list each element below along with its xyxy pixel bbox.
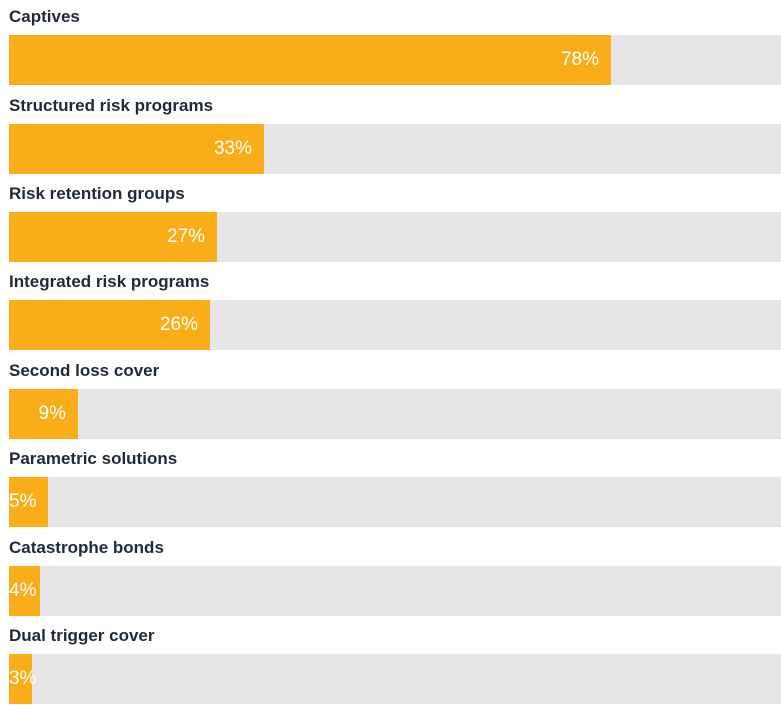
value-label: 4% [9,580,37,601]
category-label: Captives [9,7,80,26]
bar-row: Parametric solutions 5% [0,448,781,528]
value-label: 5% [9,491,37,512]
bar-track: 27% [9,212,781,262]
bar-track: 33% [9,124,781,174]
category-label: Structured risk programs [9,96,214,115]
bar-track: 9% [9,389,781,439]
bar [9,212,217,262]
bar-row: Integrated risk programs 26% [0,271,781,351]
category-label: Dual trigger cover [9,626,155,645]
value-label: 33% [213,138,252,159]
bar-track: 3% [9,654,781,704]
bar [9,654,32,704]
category-label: Integrated risk programs [9,272,210,291]
value-label: 26% [159,314,198,335]
value-label: 27% [166,226,205,247]
bar [9,477,48,527]
bar [9,300,210,350]
category-label: Catastrophe bonds [9,538,164,557]
bar-row: Risk retention groups 27% [0,183,781,263]
bar-track: 78% [9,35,781,85]
bar-track: 26% [9,300,781,350]
bar-row: Catastrophe bonds 4% [0,537,781,617]
category-label: Second loss cover [9,361,160,380]
bar-row: Structured risk programs 33% [0,95,781,175]
bar [9,389,78,439]
value-label: 9% [38,403,66,424]
bar [9,35,611,85]
bar [9,124,264,174]
bar-row: Second loss cover 9% [0,360,781,440]
bar-track: 5% [9,477,781,527]
bar-row: Captives 78% [0,6,781,86]
bar-row: Dual trigger cover 3% [0,625,781,705]
category-label: Risk retention groups [9,184,185,203]
bar [9,566,40,616]
value-label: 78% [560,49,599,70]
value-label: 3% [9,668,37,689]
bar-track: 4% [9,566,781,616]
category-label: Parametric solutions [9,449,178,468]
